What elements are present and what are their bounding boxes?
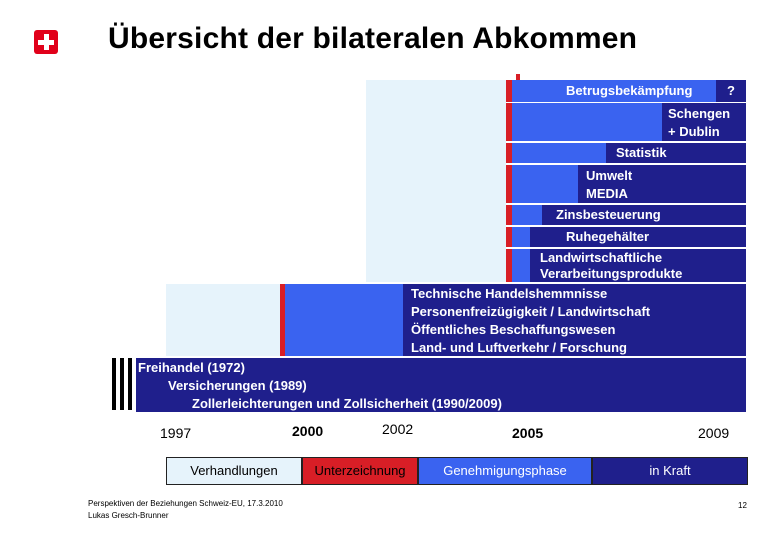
label-betrugsbekaempfung: Betrugsbekämpfung (566, 83, 693, 98)
label-statistik: Statistik (616, 145, 667, 160)
approval-bar-ruhe (512, 227, 530, 247)
year-2009: 2009 (698, 425, 730, 441)
signature-mark-bilaterale-1 (280, 284, 285, 356)
label-schengen-2: + Dublin (668, 124, 720, 139)
swiss-cross-logo (34, 30, 58, 54)
negotiation-block-bilaterale-2 (366, 80, 506, 282)
timeline-stripe-1 (112, 358, 116, 410)
label-ruhegehaelter: Ruhegehälter (566, 229, 650, 244)
approval-bar-betrug (512, 80, 716, 102)
signature-mark-zins (506, 205, 512, 225)
legend-unterzeichnung: Unterzeichnung (302, 457, 418, 485)
approval-bar-zins (512, 205, 542, 225)
label-media: MEDIA (586, 186, 628, 201)
timeline-stripe-3 (128, 358, 132, 410)
approval-bar-statistik (512, 143, 606, 163)
page-title: Übersicht der bilateralen Abkommen (108, 22, 638, 55)
inforce-bar-betrug (716, 80, 746, 102)
timeline-stripe-2 (120, 358, 124, 410)
label-schengen-1: Schengen (668, 106, 731, 121)
inforce-bar-ruhe (530, 227, 746, 247)
label-handelshemmnisse: Technische Handelshemmnisse (411, 286, 608, 301)
signature-mark-ruhe (506, 227, 512, 247)
legend-verhandlungen: Verhandlungen (166, 457, 302, 485)
label-personenfreizuegigkeit: Personenfreizügigkeit / Landwirtschaft (411, 304, 651, 319)
inforce-bar-umwelt (578, 165, 746, 203)
footer-page-number: 12 (738, 501, 747, 510)
signature-mark-betrug (506, 80, 512, 102)
approval-bar-landw (512, 249, 530, 282)
inforce-bar-landw (530, 249, 746, 282)
label-landw-1: Landwirtschaftliche (540, 250, 663, 265)
inforce-bar-schengen (662, 103, 746, 141)
year-2000: 2000 (292, 423, 324, 439)
label-umwelt: Umwelt (586, 168, 633, 183)
signature-mark-statistik (506, 143, 512, 163)
year-2005: 2005 (512, 425, 544, 441)
signature-tick-betrug (516, 74, 520, 80)
label-landverkehr-forschung: Land- und Luftverkehr / Forschung (411, 340, 627, 355)
inforce-bar-zins (542, 205, 746, 225)
approval-bar-schengen (512, 103, 662, 141)
approval-bar-bilaterale-1 (285, 284, 403, 356)
label-landw-2: Verarbeitungsprodukte (540, 266, 683, 281)
legend-in-kraft: in Kraft (592, 457, 748, 485)
approval-bar-umwelt (512, 165, 578, 203)
label-freihandel: Freihandel (1972) (138, 360, 245, 375)
label-zollerleichterungen: Zollerleichterungen und Zollsicherheit (… (192, 396, 502, 411)
label-versicherungen: Versicherungen (1989) (168, 378, 307, 393)
label-betrug-question: ? (727, 83, 735, 98)
signature-mark-umwelt (506, 165, 512, 203)
footer-author: Lukas Gresch-Brunner (88, 511, 169, 520)
negotiation-bar-bilaterale-1 (166, 284, 280, 356)
year-2002: 2002 (382, 421, 414, 437)
label-zinsbesteuerung: Zinsbesteuerung (556, 207, 661, 222)
inforce-bar-freihandel (136, 358, 746, 412)
label-beschaffungswesen: Öffentliches Beschaffungswesen (411, 322, 616, 337)
signature-mark-landw (506, 249, 512, 282)
year-1997: 1997 (160, 425, 192, 441)
footer-presentation-title: Perspektiven der Beziehungen Schweiz-EU,… (88, 499, 283, 508)
signature-mark-schengen (506, 103, 512, 141)
legend-genehmigungsphase: Genehmigungsphase (418, 457, 592, 485)
inforce-bar-statistik (606, 143, 746, 163)
inforce-bar-bilaterale-1 (403, 284, 746, 356)
